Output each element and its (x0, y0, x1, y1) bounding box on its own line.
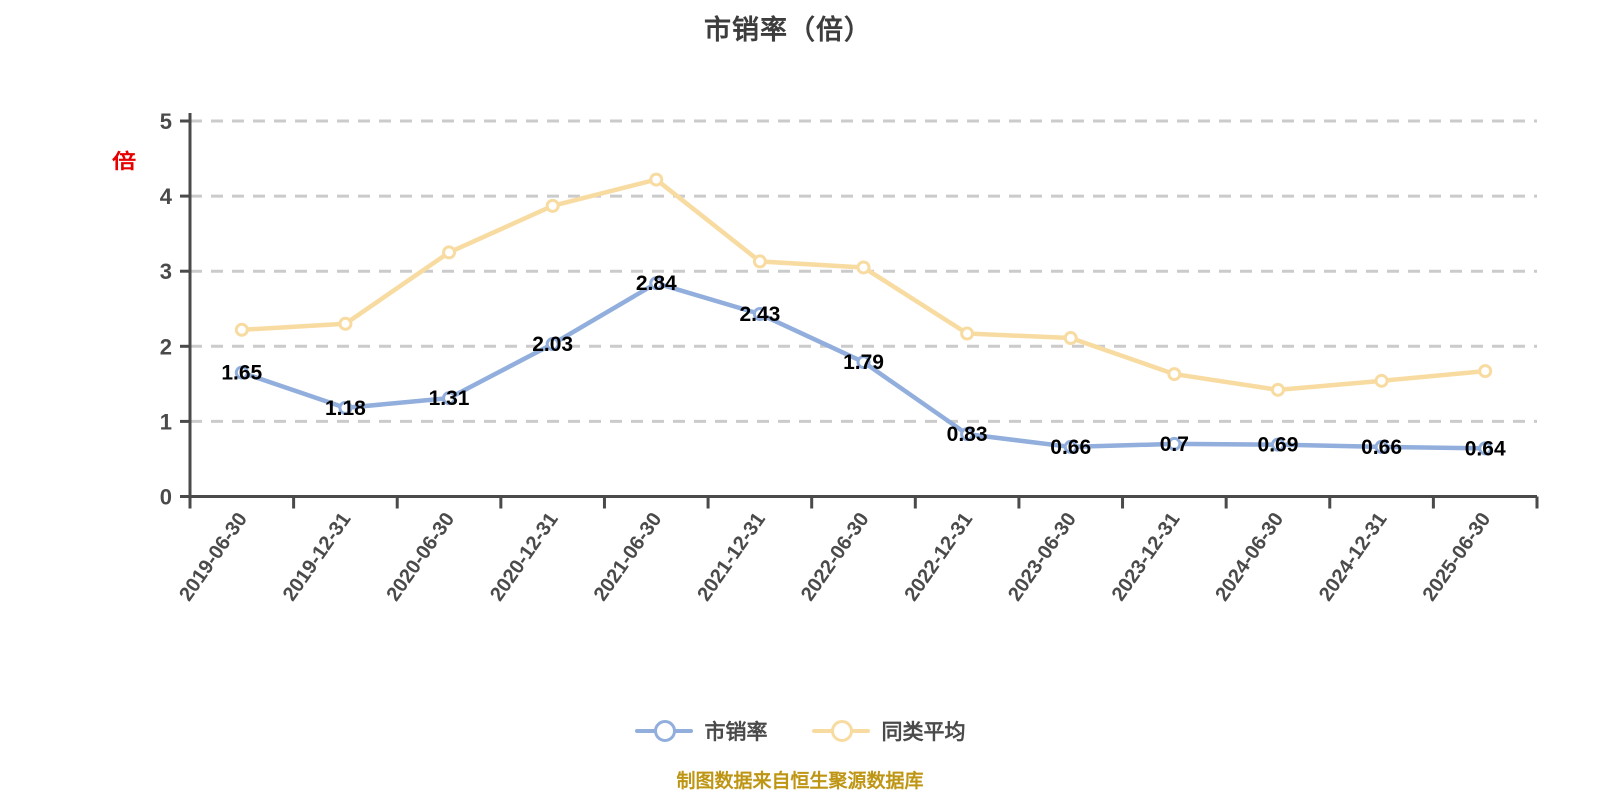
data-point[interactable] (234, 365, 249, 380)
data-point-label: 1.31 (429, 387, 470, 410)
x-axis-tick-label: 2023-12-31 (1108, 509, 1185, 605)
data-point[interactable] (442, 391, 457, 406)
data-point[interactable] (752, 307, 767, 322)
data-point[interactable] (1167, 367, 1182, 382)
data-point-label: 0.66 (1361, 436, 1402, 459)
data-point[interactable] (752, 254, 767, 269)
x-axis-tick-label: 2020-06-30 (382, 509, 459, 605)
line-circle-marker-icon (634, 720, 693, 742)
y-axis-tick-label: 3 (160, 259, 172, 284)
data-point[interactable] (649, 276, 664, 291)
y-axis-unit-label: 倍 (112, 150, 137, 173)
line-circle-marker-icon (811, 720, 870, 742)
x-axis-tick-label: 2024-12-31 (1315, 509, 1392, 605)
data-point[interactable] (545, 337, 560, 352)
data-point[interactable] (1063, 439, 1078, 454)
legend-label-psr: 市销率 (704, 721, 768, 744)
data-point-label: 2.43 (739, 303, 780, 326)
y-axis-tick-label: 5 (160, 109, 172, 134)
data-point-label: 0.64 (1465, 437, 1506, 460)
data-point[interactable] (960, 427, 975, 442)
x-axis-tick-label: 2022-06-30 (797, 509, 874, 605)
data-point-label: 2.84 (636, 272, 677, 295)
data-point[interactable] (649, 172, 664, 187)
data-point[interactable] (1270, 437, 1285, 452)
data-point-label: 0.69 (1258, 434, 1299, 457)
chart-title: 市销率（倍） (704, 15, 872, 45)
y-axis-tick-label: 4 (160, 184, 173, 209)
data-point-label: 0.66 (1050, 436, 1091, 459)
legend-item-category-average[interactable]: 同类平均 (811, 716, 966, 746)
data-point[interactable] (960, 326, 975, 341)
data-source-note: 制图数据来自恒生聚源数据库 (676, 771, 924, 792)
data-point[interactable] (1374, 373, 1389, 388)
x-axis-tick-label: 2019-06-30 (175, 509, 252, 605)
data-point[interactable] (234, 322, 249, 337)
data-point-label: 1.18 (325, 397, 366, 420)
legend-label-category-average: 同类平均 (881, 721, 966, 744)
data-point-label: 2.03 (532, 333, 573, 356)
data-point[interactable] (338, 400, 353, 415)
data-point[interactable] (856, 260, 871, 275)
data-point-label: 1.65 (221, 362, 262, 385)
x-axis-tick-label: 2024-06-30 (1211, 509, 1288, 605)
data-point[interactable] (442, 245, 457, 260)
x-axis-tick-label: 2025-06-30 (1419, 509, 1496, 605)
y-axis-tick-label: 1 (160, 409, 172, 434)
y-axis-tick-label: 0 (160, 485, 172, 510)
data-point-label: 0.7 (1160, 433, 1189, 456)
data-point-label: 0.83 (947, 423, 988, 446)
x-axis-tick-label: 2021-06-30 (590, 509, 667, 605)
x-axis-tick-label: 2021-12-31 (693, 509, 770, 605)
data-point[interactable] (545, 198, 560, 213)
data-point[interactable] (1478, 364, 1493, 379)
x-axis-tick-label: 2023-06-30 (1004, 509, 1081, 605)
legend-item-psr[interactable]: 市销率 (634, 716, 768, 746)
data-point[interactable] (1063, 331, 1078, 346)
data-point[interactable] (338, 316, 353, 331)
x-axis-tick-label: 2020-12-31 (486, 509, 563, 605)
x-axis-tick-label: 2019-12-31 (279, 509, 356, 605)
y-axis-tick-label: 2 (160, 334, 172, 359)
data-point[interactable] (856, 355, 871, 370)
data-point[interactable] (1374, 439, 1389, 454)
x-axis-tick-label: 2022-12-31 (901, 509, 978, 605)
data-point[interactable] (1167, 436, 1182, 451)
data-point-label: 1.79 (843, 351, 884, 374)
data-point[interactable] (1478, 441, 1493, 456)
data-point[interactable] (1270, 382, 1285, 397)
legend: 市销率 同类平均 (0, 716, 1600, 746)
